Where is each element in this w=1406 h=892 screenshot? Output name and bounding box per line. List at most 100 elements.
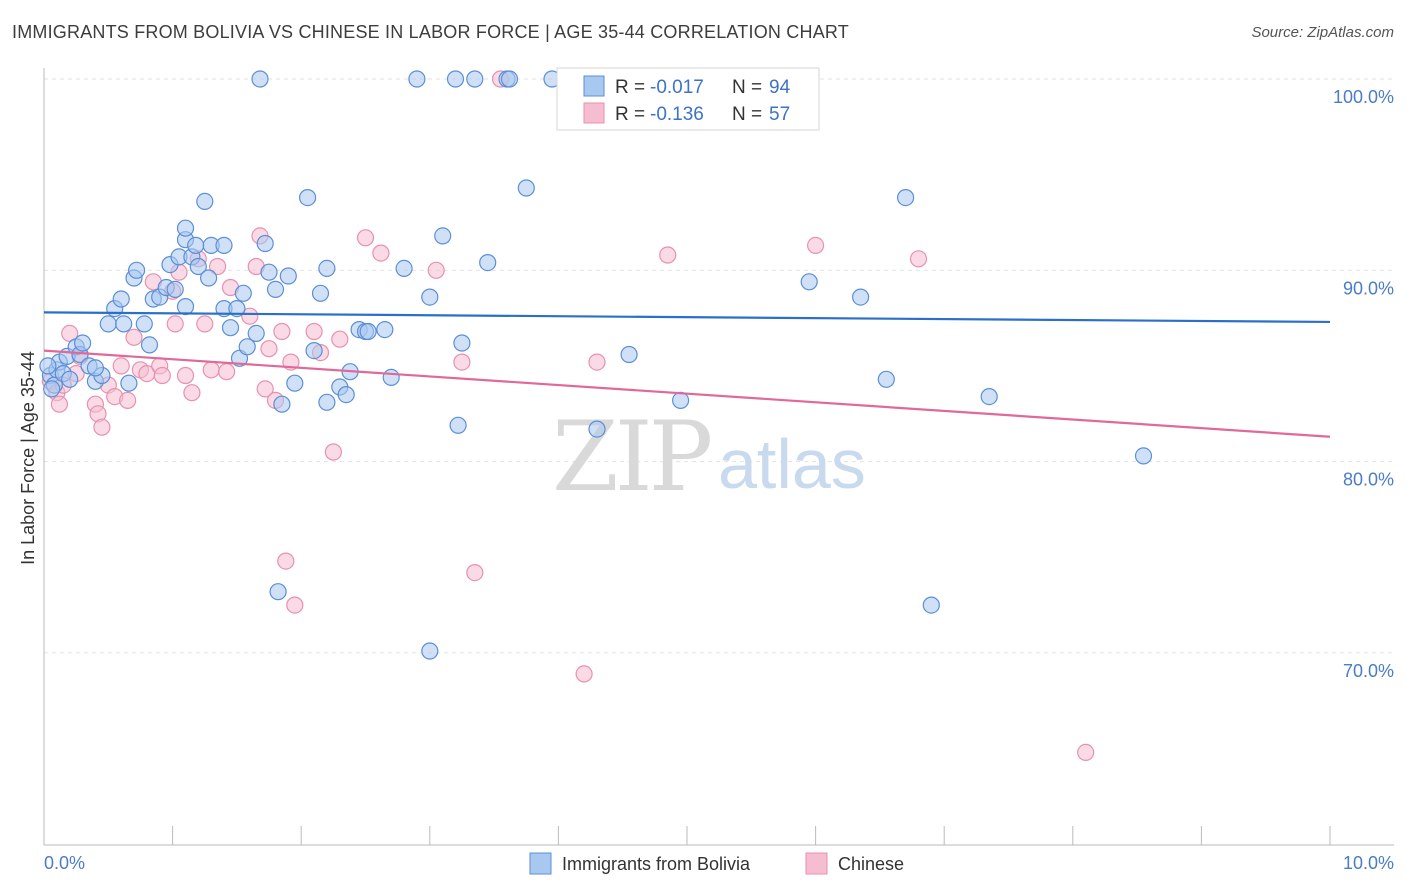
bolivia-point bbox=[318, 393, 336, 411]
chinese-point bbox=[1077, 743, 1095, 762]
x-tick-label-max: 10.0% bbox=[1343, 853, 1394, 873]
legend-n-value-chinese: 57 bbox=[769, 104, 790, 125]
x-axis-ticks bbox=[43, 826, 1331, 845]
chinese-point bbox=[277, 552, 295, 570]
bolivia-point bbox=[500, 70, 519, 88]
bolivia-point bbox=[479, 254, 497, 272]
chinese-point bbox=[372, 244, 390, 262]
legend-r-value-bolivia: -0.017 bbox=[650, 77, 704, 98]
chinese-point bbox=[256, 380, 274, 398]
chart-title: IMMIGRANTS FROM BOLIVIA VS CHINESE IN LA… bbox=[12, 22, 849, 42]
legend-top: R = -0.017 N = 94 R = -0.136 N = 57 bbox=[556, 67, 820, 131]
bolivia-point bbox=[421, 642, 439, 660]
bolivia-point bbox=[376, 321, 394, 339]
chinese-point bbox=[209, 257, 227, 276]
chinese-point bbox=[125, 328, 143, 346]
bolivia-point bbox=[299, 189, 317, 207]
bolivia-point bbox=[922, 596, 940, 614]
chinese-point bbox=[118, 391, 137, 409]
bolivia-point bbox=[877, 370, 895, 388]
chinese-point bbox=[183, 384, 201, 402]
bolivia-point bbox=[466, 70, 484, 88]
bolivia-point bbox=[269, 583, 287, 601]
chinese-point bbox=[331, 330, 349, 348]
trend-lines bbox=[43, 311, 1331, 438]
x-tick-label-min: 0.0% bbox=[44, 853, 85, 873]
legend-r-label-chinese: R = bbox=[615, 104, 645, 125]
bolivia-point bbox=[115, 315, 133, 333]
bolivia-point bbox=[112, 290, 130, 308]
bolivia-point bbox=[120, 374, 138, 392]
bolivia-point bbox=[980, 388, 998, 406]
bolivia-point bbox=[228, 300, 246, 318]
bolivia-point bbox=[43, 380, 61, 398]
bolivia-point bbox=[221, 319, 240, 337]
chinese-point bbox=[218, 363, 236, 381]
legend-n-label-chinese: N = bbox=[732, 104, 762, 125]
chinese-point bbox=[286, 596, 304, 614]
chinese-point bbox=[112, 357, 130, 375]
bolivia-point bbox=[517, 179, 535, 197]
y-axis-label: In Labor Force | Age 35-44 bbox=[18, 351, 38, 565]
bolivia-point bbox=[851, 288, 870, 306]
axes bbox=[43, 68, 1394, 846]
bolivia-point bbox=[187, 236, 205, 254]
bolivia-point bbox=[61, 370, 79, 388]
watermark-atlas: atlas bbox=[718, 425, 866, 503]
bolivia-point bbox=[135, 315, 153, 333]
bolivia-point bbox=[588, 420, 606, 438]
bolivia-point bbox=[273, 395, 291, 413]
bolivia-point bbox=[359, 322, 377, 341]
bolivia-point bbox=[449, 416, 467, 434]
bolivia-point bbox=[408, 70, 426, 88]
chinese-point bbox=[241, 307, 259, 325]
bolivia-point bbox=[99, 315, 117, 333]
series-bolivia-points bbox=[39, 70, 1153, 660]
bolivia-point bbox=[234, 284, 252, 302]
trend-line-bolivia bbox=[43, 311, 1331, 324]
bolivia-point bbox=[251, 70, 269, 88]
bolivia-point bbox=[1134, 447, 1153, 465]
bolivia-point bbox=[305, 342, 323, 360]
legend-swatch-bolivia bbox=[583, 75, 605, 97]
legend-bottom: Immigrants from Bolivia Chinese bbox=[529, 852, 904, 875]
chinese-point bbox=[575, 665, 593, 683]
watermark-zip: ZIP bbox=[552, 401, 711, 513]
bolivia-point bbox=[39, 357, 57, 375]
bolivia-point bbox=[260, 263, 278, 281]
chinese-point bbox=[273, 322, 291, 341]
bolivia-point bbox=[453, 334, 471, 352]
bolivia-point bbox=[421, 288, 439, 306]
y-tick-label: 80.0% bbox=[1343, 470, 1394, 490]
bolivia-point bbox=[128, 261, 146, 279]
y-tick-labels: 70.0% 80.0% 90.0% 100.0% bbox=[1333, 87, 1394, 681]
chinese-point bbox=[909, 250, 928, 268]
chinese-point bbox=[260, 340, 278, 358]
legend-swatch-chinese bbox=[583, 102, 605, 124]
chinese-point bbox=[305, 322, 323, 341]
chart-source: Source: ZipAtlas.com bbox=[1251, 24, 1394, 41]
bottom-legend-swatch-chinese bbox=[805, 852, 828, 875]
chinese-point bbox=[588, 353, 606, 371]
bolivia-point bbox=[200, 269, 218, 287]
bottom-legend-label-chinese: Chinese bbox=[838, 854, 904, 874]
chinese-point bbox=[50, 395, 69, 413]
chinese-point bbox=[806, 236, 825, 254]
bolivia-point bbox=[318, 259, 336, 277]
y-tick-label: 100.0% bbox=[1333, 87, 1394, 107]
bolivia-point bbox=[256, 234, 274, 253]
bolivia-point bbox=[620, 345, 638, 364]
chinese-point bbox=[453, 353, 471, 371]
bolivia-point bbox=[896, 189, 915, 207]
bolivia-point bbox=[238, 338, 256, 356]
legend-r-value-chinese: -0.136 bbox=[650, 104, 704, 125]
bolivia-point bbox=[86, 359, 105, 377]
chinese-point bbox=[196, 315, 214, 333]
chinese-point bbox=[93, 418, 111, 436]
chinese-point bbox=[466, 563, 484, 582]
bolivia-point bbox=[166, 280, 184, 298]
bolivia-point bbox=[266, 280, 285, 298]
y-tick-label: 70.0% bbox=[1343, 661, 1394, 681]
chinese-point bbox=[153, 366, 171, 385]
bolivia-point bbox=[215, 236, 233, 254]
